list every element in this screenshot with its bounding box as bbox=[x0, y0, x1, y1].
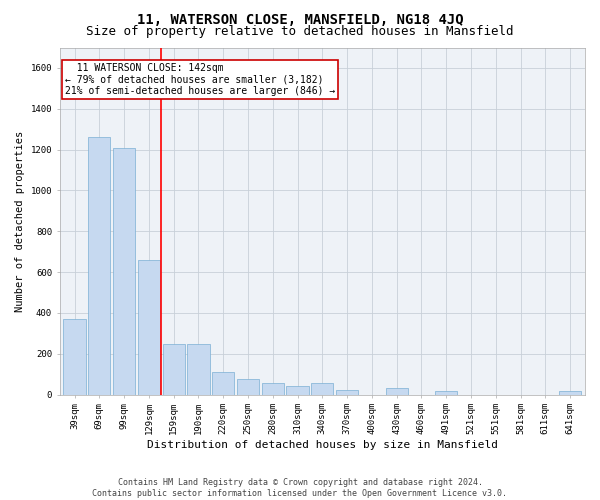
Y-axis label: Number of detached properties: Number of detached properties bbox=[15, 130, 25, 312]
Text: Size of property relative to detached houses in Mansfield: Size of property relative to detached ho… bbox=[86, 25, 514, 38]
Bar bbox=[212, 372, 235, 394]
Bar bbox=[113, 148, 135, 394]
Bar bbox=[435, 392, 457, 394]
Text: Contains HM Land Registry data © Crown copyright and database right 2024.
Contai: Contains HM Land Registry data © Crown c… bbox=[92, 478, 508, 498]
Bar bbox=[163, 344, 185, 394]
Bar bbox=[88, 138, 110, 394]
Bar bbox=[386, 388, 408, 394]
X-axis label: Distribution of detached houses by size in Mansfield: Distribution of detached houses by size … bbox=[147, 440, 498, 450]
Text: 11, WATERSON CLOSE, MANSFIELD, NG18 4JQ: 11, WATERSON CLOSE, MANSFIELD, NG18 4JQ bbox=[137, 12, 463, 26]
Bar bbox=[336, 390, 358, 394]
Bar bbox=[64, 319, 86, 394]
Bar bbox=[559, 392, 581, 394]
Bar bbox=[262, 384, 284, 394]
Bar bbox=[311, 384, 334, 394]
Bar bbox=[237, 379, 259, 394]
Bar bbox=[138, 260, 160, 394]
Text: 11 WATERSON CLOSE: 142sqm
← 79% of detached houses are smaller (3,182)
21% of se: 11 WATERSON CLOSE: 142sqm ← 79% of detac… bbox=[65, 63, 335, 96]
Bar bbox=[187, 344, 209, 394]
Bar bbox=[286, 386, 309, 394]
